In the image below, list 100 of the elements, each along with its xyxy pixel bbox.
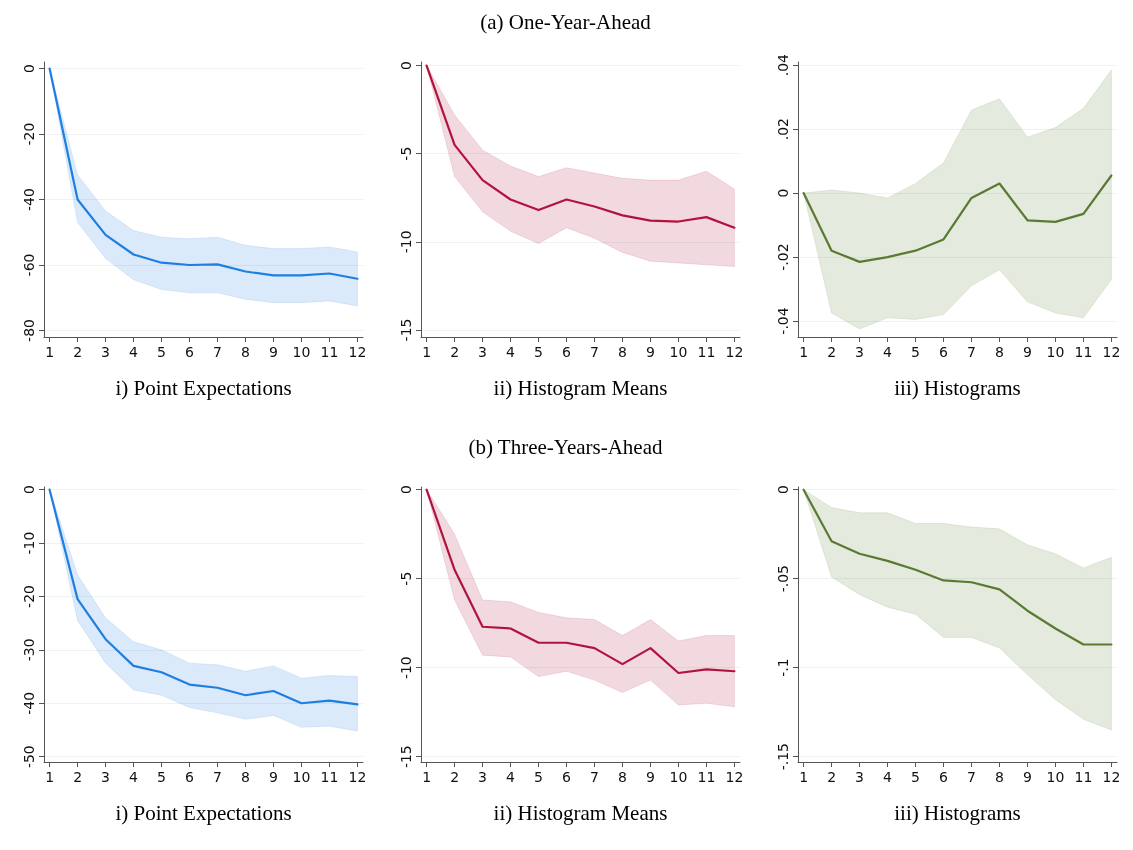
x-tick-label: 5 — [911, 344, 920, 360]
y-tick-label: -50 — [21, 745, 37, 769]
y-tick-label: -60 — [21, 253, 37, 277]
y-tick-label: -.1 — [775, 658, 791, 677]
x-tick-label: 12 — [725, 344, 744, 360]
x-axis-title: i) Point Expectations — [115, 375, 292, 400]
y-tick-label: -.02 — [775, 243, 791, 271]
x-tick-label: 1 — [799, 769, 809, 785]
x-tick-label: 7 — [967, 344, 976, 360]
x-tick-label: 8 — [241, 344, 250, 360]
x-tick-label: 3 — [101, 769, 111, 785]
x-tick-label: 10 — [669, 769, 688, 785]
y-tick-label: -20 — [21, 585, 37, 608]
chart-title: (b) Three-Years-Ahead — [468, 434, 663, 459]
x-tick-label: 8 — [241, 769, 250, 785]
x-tick-label: 3 — [478, 769, 488, 785]
x-axis-title: iii) Histograms — [894, 800, 1021, 825]
x-tick-label: 10 — [292, 769, 311, 785]
x-tick-label: 11 — [697, 344, 716, 360]
x-tick-label: 4 — [129, 769, 139, 785]
x-tick-label: 1 — [45, 769, 55, 785]
y-tick-label: 0 — [21, 485, 37, 495]
x-tick-label: 2 — [827, 344, 837, 360]
x-tick-label: 5 — [534, 769, 543, 785]
x-tick-label: 2 — [827, 769, 837, 785]
x-tick-label: 11 — [320, 769, 339, 785]
x-tick-label: 5 — [157, 769, 166, 785]
y-tick-label: 0 — [398, 61, 414, 70]
x-tick-label: 1 — [799, 344, 809, 360]
x-tick-label: 7 — [967, 769, 976, 785]
x-tick-label: 4 — [883, 769, 893, 785]
y-tick-label: -40 — [21, 188, 37, 211]
y-tick-label: -40 — [21, 691, 37, 715]
x-tick-label: 12 — [348, 769, 367, 785]
y-tick-label: -10 — [398, 230, 414, 254]
x-tick-label: 9 — [1023, 344, 1032, 360]
x-tick-label: 11 — [320, 344, 339, 360]
y-tick-label: -.15 — [775, 743, 791, 771]
y-tick-label: -10 — [398, 656, 414, 680]
y-tick-label: -5 — [398, 571, 414, 586]
x-tick-label: 9 — [269, 769, 278, 785]
x-tick-label: 3 — [855, 769, 865, 785]
x-tick-label: 6 — [939, 769, 949, 785]
x-tick-label: 2 — [73, 769, 83, 785]
x-tick-label: 12 — [348, 344, 367, 360]
x-tick-label: 9 — [269, 344, 278, 360]
y-tick-label: -80 — [21, 319, 37, 342]
x-tick-label: 1 — [422, 769, 432, 785]
line-series — [802, 488, 1113, 646]
chart-title: (a) One-Year-Ahead — [480, 9, 652, 34]
x-tick-label: 1 — [422, 344, 432, 360]
x-axis-title: ii) Histogram Means — [493, 800, 668, 825]
x-tick-label: 10 — [669, 344, 688, 360]
y-tick-label: -30 — [21, 638, 37, 662]
y-tick-label: -20 — [21, 122, 37, 146]
x-tick-label: 10 — [1046, 769, 1065, 785]
x-axis-title: iii) Histograms — [894, 375, 1021, 400]
line-series — [425, 488, 736, 675]
x-tick-label: 5 — [911, 769, 920, 785]
x-tick-label: 3 — [101, 344, 111, 360]
x-tick-label: 2 — [450, 344, 460, 360]
x-tick-label: 9 — [646, 769, 655, 785]
x-tick-label: 6 — [562, 769, 572, 785]
y-tick-label: -5 — [398, 146, 414, 161]
y-tick-label: 0 — [775, 188, 791, 198]
x-tick-label: 6 — [185, 769, 195, 785]
x-tick-label: 6 — [562, 344, 572, 360]
x-tick-label: 9 — [1023, 769, 1032, 785]
x-tick-label: 7 — [590, 344, 599, 360]
y-tick-label: 0 — [21, 64, 37, 74]
y-tick-label: 0 — [398, 485, 414, 495]
x-tick-label: 2 — [73, 344, 83, 360]
x-tick-label: 6 — [185, 344, 195, 360]
x-tick-label: 4 — [129, 344, 139, 360]
x-tick-label: 7 — [213, 769, 222, 785]
x-tick-label: 8 — [618, 769, 627, 785]
x-tick-label: 3 — [855, 344, 865, 360]
y-tick-label: -15 — [398, 745, 414, 769]
x-tick-label: 12 — [1102, 769, 1121, 785]
x-tick-label: 4 — [883, 344, 893, 360]
x-tick-label: 8 — [995, 769, 1004, 785]
x-tick-label: 7 — [213, 344, 222, 360]
y-tick-label: .02 — [775, 118, 791, 141]
x-tick-label: 7 — [590, 769, 599, 785]
x-tick-label: 3 — [478, 344, 488, 360]
x-tick-label: 4 — [506, 344, 516, 360]
y-tick-label: -15 — [398, 318, 414, 342]
x-tick-label: 2 — [450, 769, 460, 785]
x-tick-label: 11 — [1074, 769, 1093, 785]
x-tick-label: 11 — [1074, 344, 1093, 360]
x-tick-label: 4 — [506, 769, 516, 785]
x-tick-label: 5 — [534, 344, 543, 360]
y-tick-label: -.04 — [775, 307, 791, 335]
line-series — [802, 174, 1113, 263]
x-tick-label: 1 — [45, 344, 55, 360]
x-axis-title: i) Point Expectations — [115, 800, 292, 825]
x-tick-label: 12 — [1102, 344, 1121, 360]
y-tick-label: -10 — [21, 531, 37, 555]
x-tick-label: 9 — [646, 344, 655, 360]
line-series — [425, 64, 736, 229]
